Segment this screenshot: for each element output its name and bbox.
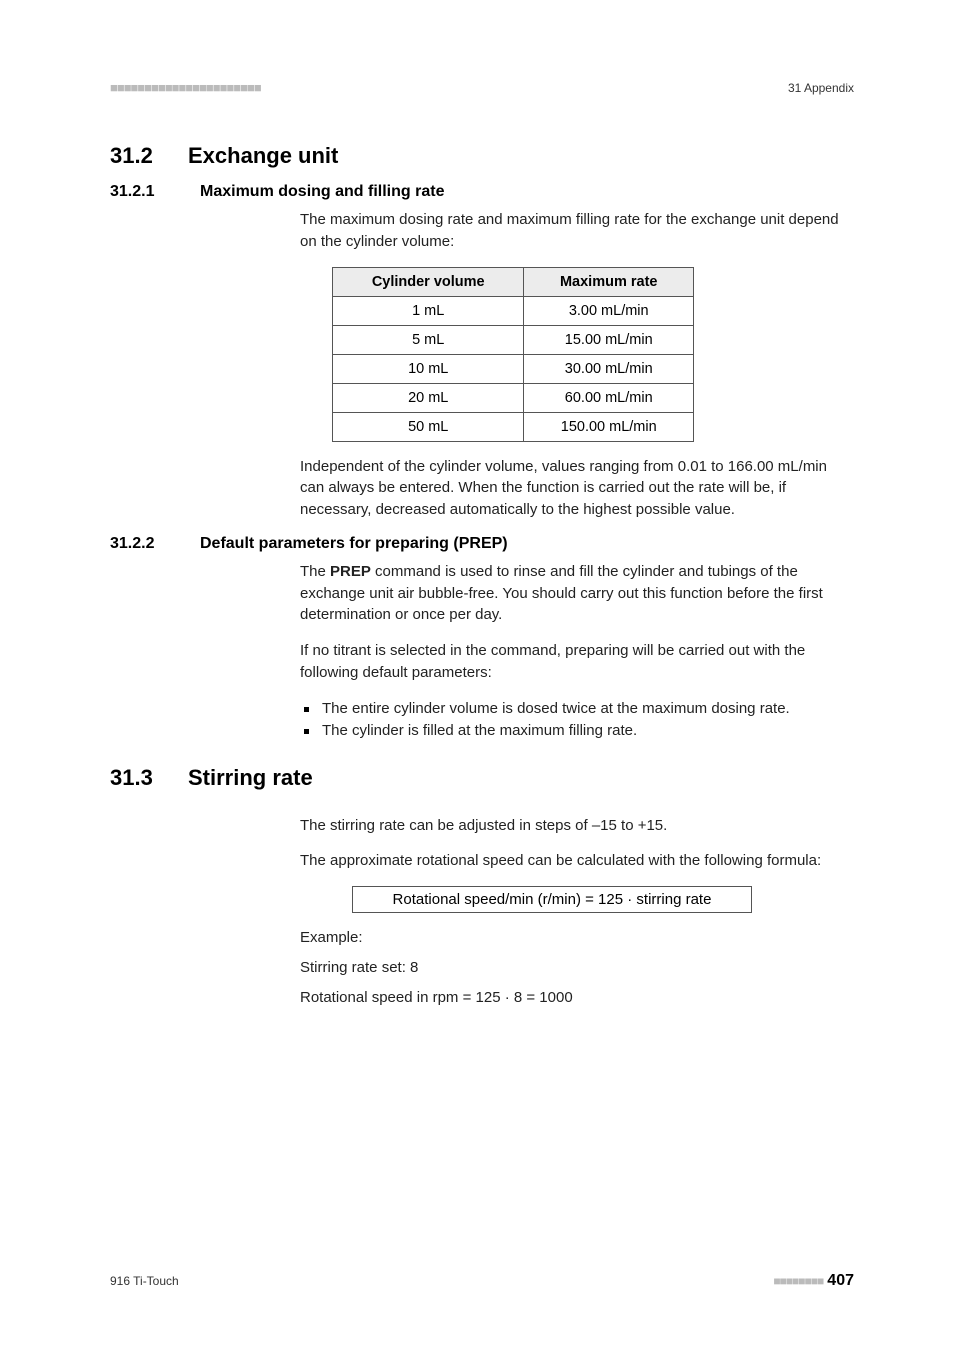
heading-31-3-num: 31.3: [110, 765, 188, 791]
header-section-label: 31 Appendix: [788, 81, 854, 95]
cell-rate: 150.00 mL/min: [524, 412, 694, 441]
para-stirring-formula-intro: The approximate rotational speed can be …: [300, 850, 854, 872]
rates-col-maxrate: Maximum rate: [524, 267, 694, 296]
footer-page: ■■■■■■■■ 407: [773, 1272, 854, 1290]
list-item: The cylinder is filled at the maximum fi…: [300, 720, 854, 743]
para-stirring-range: The stirring rate can be adjusted in ste…: [300, 815, 854, 837]
cell-volume: 5 mL: [333, 325, 524, 354]
para-31-2-1-note: Independent of the cylinder volume, valu…: [300, 456, 854, 521]
heading-31-2-1: 31.2.1Maximum dosing and filling rate: [110, 183, 854, 201]
page-header: ■■■■■■■■■■■■■■■■■■■■■■ 31 Appendix: [110, 80, 854, 95]
footer-dashes: ■■■■■■■■: [773, 1274, 823, 1288]
heading-31-2-title: Exchange unit: [188, 143, 338, 168]
para-example-label: Example:: [300, 927, 854, 949]
para-prep-default: If no titrant is selected in the command…: [300, 640, 854, 684]
prep-pre: The: [300, 563, 330, 580]
cell-volume: 1 mL: [333, 296, 524, 325]
heading-31-3: 31.3Stirring rate: [110, 765, 854, 791]
prep-bullet-list: The entire cylinder volume is dosed twic…: [300, 698, 854, 743]
footer-product: 916 Ti-Touch: [110, 1274, 179, 1288]
table-row: 50 mL 150.00 mL/min: [333, 412, 694, 441]
heading-31-2: 31.2Exchange unit: [110, 143, 854, 169]
heading-31-2-num: 31.2: [110, 143, 188, 169]
para-example-result: Rotational speed in rpm = 125 · 8 = 1000: [300, 987, 854, 1009]
para-31-2-1-intro: The maximum dosing rate and maximum fill…: [300, 209, 854, 253]
footer-page-number: 407: [827, 1272, 854, 1289]
heading-31-2-1-title: Maximum dosing and filling rate: [200, 183, 444, 200]
heading-31-3-title: Stirring rate: [188, 765, 313, 790]
table-row: 1 mL 3.00 mL/min: [333, 296, 694, 325]
cell-volume: 50 mL: [333, 412, 524, 441]
cell-rate: 3.00 mL/min: [524, 296, 694, 325]
cell-rate: 30.00 mL/min: [524, 354, 694, 383]
cell-volume: 20 mL: [333, 383, 524, 412]
cell-rate: 15.00 mL/min: [524, 325, 694, 354]
prep-command: PREP: [330, 563, 371, 580]
cell-volume: 10 mL: [333, 354, 524, 383]
page-footer: 916 Ti-Touch ■■■■■■■■ 407: [110, 1272, 854, 1290]
list-item: The entire cylinder volume is dosed twic…: [300, 698, 854, 721]
prep-post: command is used to rinse and fill the cy…: [300, 563, 823, 624]
heading-31-2-2-num: 31.2.2: [110, 535, 200, 553]
table-row: 5 mL 15.00 mL/min: [333, 325, 694, 354]
cell-rate: 60.00 mL/min: [524, 383, 694, 412]
heading-31-2-2-title: Default parameters for preparing (PREP): [200, 535, 508, 552]
rates-col-volume: Cylinder volume: [333, 267, 524, 296]
rates-table: Cylinder volume Maximum rate 1 mL 3.00 m…: [332, 267, 694, 442]
formula-box: Rotational speed/min (r/min) = 125 · sti…: [352, 886, 752, 913]
heading-31-2-1-num: 31.2.1: [110, 183, 200, 201]
table-row: 20 mL 60.00 mL/min: [333, 383, 694, 412]
heading-31-2-2: 31.2.2Default parameters for preparing (…: [110, 535, 854, 553]
para-prep-desc: The PREP command is used to rinse and fi…: [300, 561, 854, 626]
table-row: 10 mL 30.00 mL/min: [333, 354, 694, 383]
para-example-setting: Stirring rate set: 8: [300, 957, 854, 979]
header-dashes-left: ■■■■■■■■■■■■■■■■■■■■■■: [110, 80, 261, 95]
